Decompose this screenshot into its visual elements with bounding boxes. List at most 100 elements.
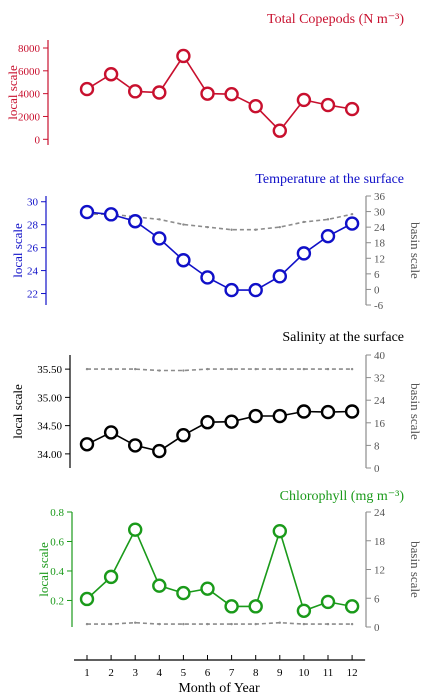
chart-panel-4: Chlorophyll (mg m⁻³) 0.2 0.4 0.6 0.8 local sc… [36, 489, 423, 696]
basin-point [278, 225, 281, 229]
basin-series-line [87, 621, 353, 625]
left-tick-label: 0.2 [50, 595, 64, 607]
local-point [224, 87, 239, 102]
local-point [320, 97, 336, 113]
local-point [176, 253, 191, 268]
left-tick-label: 24 [27, 266, 39, 278]
right-axis-label: basin scale [408, 222, 423, 279]
basin-point [182, 369, 185, 372]
local-point [200, 270, 215, 285]
panel-title: Total Copepods (N m⁻³) [267, 12, 404, 27]
basin-point [302, 367, 306, 371]
basin-point [206, 367, 209, 371]
local-point [272, 523, 287, 539]
x-tick-label: 1 [84, 667, 90, 679]
basin-point [302, 220, 306, 224]
basin-point [278, 367, 281, 371]
local-point [272, 408, 287, 424]
chart-panel-1: Total Copepods (N m⁻³) 0 2000 4000 6000 8000 l… [5, 12, 404, 146]
left-tick-label: 34.50 [37, 421, 62, 433]
local-point [248, 282, 263, 298]
local-point [127, 438, 143, 453]
local-point [344, 101, 360, 117]
left-tick-label: 22 [27, 289, 38, 301]
left-tick-label: 6000 [18, 66, 41, 78]
right-tick-label: 0 [374, 622, 380, 634]
local-series-line [86, 527, 353, 612]
right-tick-label: 30 [374, 207, 386, 219]
local-point [176, 428, 191, 443]
basin-point [134, 621, 137, 624]
basin-point [326, 622, 330, 626]
left-tick-label: 34.00 [37, 449, 62, 461]
local-point [272, 123, 287, 138]
basin-point [109, 367, 113, 371]
chart-panel-2: Temperature at the surface 22 24 26 28 30 loca… [10, 172, 423, 312]
left-tick-label: 0.6 [50, 536, 64, 548]
basin-point [158, 218, 161, 221]
right-axis-label: basin scale [408, 383, 423, 440]
local-point [320, 594, 336, 610]
basin-point [158, 622, 161, 626]
left-axis-label: local scale [10, 384, 25, 439]
left-axis-label: local scale [5, 65, 20, 120]
basin-point [278, 621, 281, 624]
local-point [344, 404, 360, 419]
left-tick-label: 28 [27, 220, 39, 232]
basin-point [230, 367, 233, 371]
local-point [152, 231, 167, 246]
right-tick-label: 6 [374, 593, 380, 605]
basin-point [206, 622, 209, 626]
basin-point [230, 622, 233, 626]
local-point [248, 408, 263, 424]
local-point [79, 437, 95, 452]
x-tick-label: 11 [323, 667, 334, 679]
local-point [103, 425, 119, 440]
basin-series-line [87, 213, 353, 231]
basin-point [254, 228, 257, 231]
basin-point [109, 622, 113, 626]
left-tick-label: 0.4 [50, 566, 64, 578]
x-tick-label: 4 [157, 667, 163, 679]
basin-point [254, 622, 257, 626]
local-point [296, 246, 312, 261]
basin-point [326, 218, 330, 221]
right-tick-label: 24 [374, 222, 386, 234]
right-tick-label: 12 [374, 565, 385, 577]
basin-point [158, 369, 161, 372]
basin-point [85, 622, 89, 626]
local-point [224, 282, 239, 298]
x-tick-label: 9 [277, 667, 283, 679]
x-axis-label: Month of Year [178, 681, 260, 696]
x-tick-label: 5 [181, 667, 187, 679]
basin-point [182, 223, 185, 226]
x-tick-label: 3 [132, 667, 138, 679]
local-point [79, 204, 95, 220]
local-point [103, 207, 119, 222]
right-tick-label: 18 [374, 238, 386, 250]
x-tick-label: 10 [298, 667, 310, 679]
local-point [176, 48, 191, 64]
right-tick-label: 16 [374, 418, 386, 430]
local-point [127, 214, 143, 229]
local-point [152, 443, 167, 459]
right-tick-label: -6 [374, 300, 384, 312]
basin-point [182, 622, 185, 626]
right-tick-label: 32 [374, 373, 385, 385]
basin-point [302, 622, 306, 626]
left-tick-label: 35.00 [37, 392, 62, 404]
local-point [344, 599, 360, 614]
x-tick-label: 2 [108, 667, 114, 679]
local-point [200, 415, 215, 430]
basin-point [134, 367, 137, 371]
basin-series-line [87, 368, 353, 372]
right-tick-label: 0 [374, 284, 380, 296]
local-point [152, 85, 167, 100]
left-tick-label: 30 [27, 197, 39, 209]
local-point [344, 216, 360, 231]
local-series-line [86, 54, 353, 132]
local-point [127, 522, 143, 537]
basin-point [254, 367, 257, 371]
local-point [200, 581, 215, 596]
